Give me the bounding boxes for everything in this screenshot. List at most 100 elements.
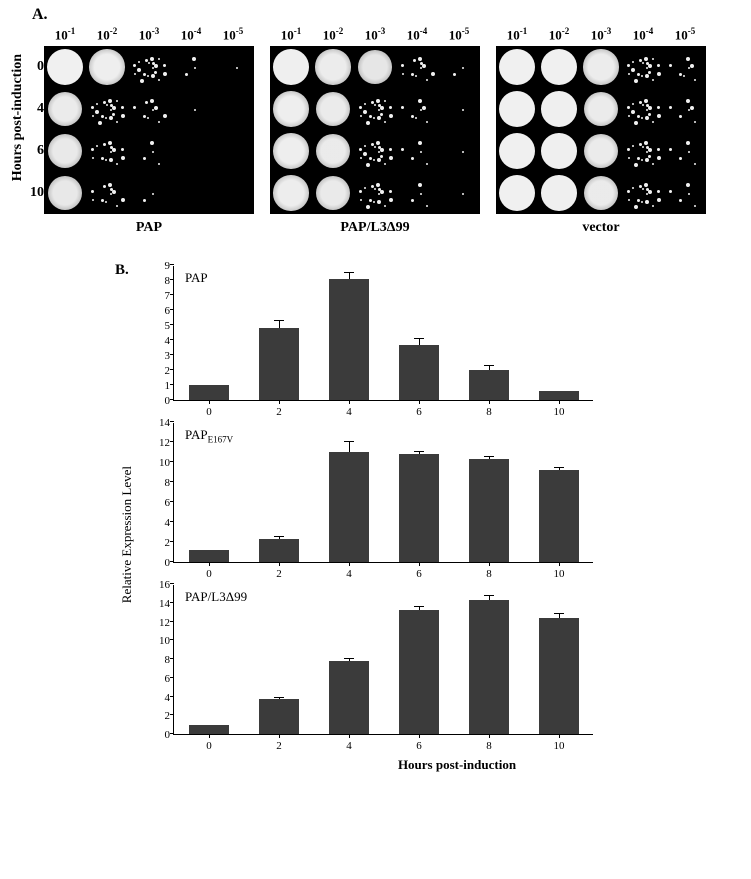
colony-spot	[625, 91, 661, 127]
y-tick-label: 14	[146, 598, 170, 610]
bar	[189, 550, 229, 562]
colony-spot	[215, 49, 251, 85]
x-tick-label: 2	[276, 740, 282, 752]
plate-block: 10-110-210-310-410-5 PAP/L3Δ99	[270, 24, 480, 236]
dilution-label: 10-3	[128, 26, 170, 43]
y-tick-label: 7	[146, 290, 170, 302]
dilution-header: 10-110-210-310-410-5	[496, 24, 706, 46]
plate	[496, 46, 706, 214]
x-tick-label: 4	[346, 406, 352, 418]
dilution-header: 10-110-210-310-410-5	[270, 24, 480, 46]
bar	[189, 725, 229, 734]
colony-spot	[667, 49, 703, 85]
y-tick-label: 4	[146, 692, 170, 704]
y-tick-label: 2	[146, 710, 170, 722]
colony-spot	[625, 175, 661, 211]
bar	[539, 470, 579, 562]
y-tick-label: 16	[146, 579, 170, 591]
panel-b-charts: Relative Expression Level PAP01234567890…	[115, 266, 741, 773]
colony-spot	[584, 134, 619, 169]
panel-b-y-axis-label: Relative Expression Level	[119, 466, 135, 603]
colony-spot	[48, 92, 83, 127]
y-tick-label: 10	[146, 635, 170, 647]
y-tick-label: 0	[146, 557, 170, 569]
plate	[270, 46, 480, 214]
y-tick-label: 8	[146, 654, 170, 666]
colony-spot	[316, 134, 351, 169]
panel-a: A. Hours post-induction 04610 10-110-210…	[10, 10, 741, 236]
bar	[259, 328, 299, 400]
colony-spot	[541, 49, 577, 85]
panel-a-y-axis-label: Hours post-induction	[10, 54, 26, 181]
colony-spot	[89, 49, 124, 84]
panel-a-plates: 10-110-210-310-410-5PAP10-110-210-310-41…	[44, 24, 706, 236]
colony-spot	[399, 133, 435, 169]
dilution-header: 10-110-210-310-410-5	[44, 24, 254, 46]
plate-caption: PAP	[136, 220, 162, 236]
dilution-label: 10-3	[354, 26, 396, 43]
colony-spot	[47, 49, 83, 85]
x-tick-label: 2	[276, 568, 282, 580]
colony-spot	[667, 133, 703, 169]
y-tick-label: 2	[146, 537, 170, 549]
colony-spot	[625, 49, 661, 85]
colony-spot	[131, 175, 167, 211]
colony-spot	[541, 133, 577, 169]
bar	[329, 661, 369, 734]
y-tick-label: 6	[146, 497, 170, 509]
dilution-label: 10-5	[212, 26, 254, 43]
x-tick-label: 0	[206, 740, 212, 752]
y-tick-label: 12	[146, 617, 170, 629]
x-tick-label: 10	[554, 568, 565, 580]
dilution-label: 10-2	[312, 26, 354, 43]
colony-spot	[273, 91, 308, 126]
plate-block: 10-110-210-310-410-5 PAP	[44, 24, 254, 236]
panel-a-row-labels: 04610	[28, 46, 44, 214]
timepoint-label: 10	[28, 172, 44, 214]
x-tick-label: 2	[276, 406, 282, 418]
x-tick-label: 4	[346, 740, 352, 752]
panel-a-label: A.	[32, 6, 48, 24]
colony-spot	[173, 49, 209, 85]
panel-b-x-axis-label: Hours post-induction	[173, 757, 741, 773]
y-tick-label: 0	[146, 729, 170, 741]
x-tick-label: 6	[416, 568, 422, 580]
dilution-label: 10-1	[44, 26, 86, 43]
dilution-label: 10-2	[86, 26, 128, 43]
timepoint-label: 4	[28, 88, 44, 130]
timepoint-label: 0	[28, 46, 44, 88]
plate-block: 10-110-210-310-410-5vector	[496, 24, 706, 236]
colony-spot	[48, 176, 82, 210]
bar	[469, 600, 509, 734]
dilution-label: 10-4	[622, 26, 664, 43]
x-tick-label: 0	[206, 568, 212, 580]
colony-spot	[583, 49, 618, 84]
x-tick-label: 0	[206, 406, 212, 418]
colony-spot	[441, 49, 477, 85]
bar	[399, 345, 439, 401]
dilution-label: 10-1	[496, 26, 538, 43]
bar-chart: PAPE167V024681012140246810	[145, 423, 595, 563]
y-tick-label: 4	[146, 517, 170, 529]
dilution-label: 10-4	[170, 26, 212, 43]
colony-spot	[441, 91, 477, 127]
colony-spot	[667, 91, 703, 127]
panel-a-content: Hours post-induction 04610 10-110-210-31…	[10, 10, 741, 236]
dilution-label: 10-1	[270, 26, 312, 43]
colony-spot	[399, 49, 435, 85]
bar	[259, 699, 299, 734]
plot-area: 01234567890246810	[173, 266, 593, 401]
bar	[189, 385, 229, 400]
bar	[329, 452, 369, 562]
plate-caption: PAP/L3Δ99	[340, 220, 409, 236]
x-tick-label: 8	[486, 568, 492, 580]
bar	[469, 370, 509, 400]
y-tick-label: 14	[146, 417, 170, 429]
colony-spot	[357, 91, 393, 127]
colony-spot	[499, 175, 535, 211]
colony-spot	[358, 50, 392, 84]
y-tick-label: 4	[146, 335, 170, 347]
colony-spot	[399, 175, 435, 211]
bar	[399, 610, 439, 734]
colony-spot	[584, 176, 619, 211]
